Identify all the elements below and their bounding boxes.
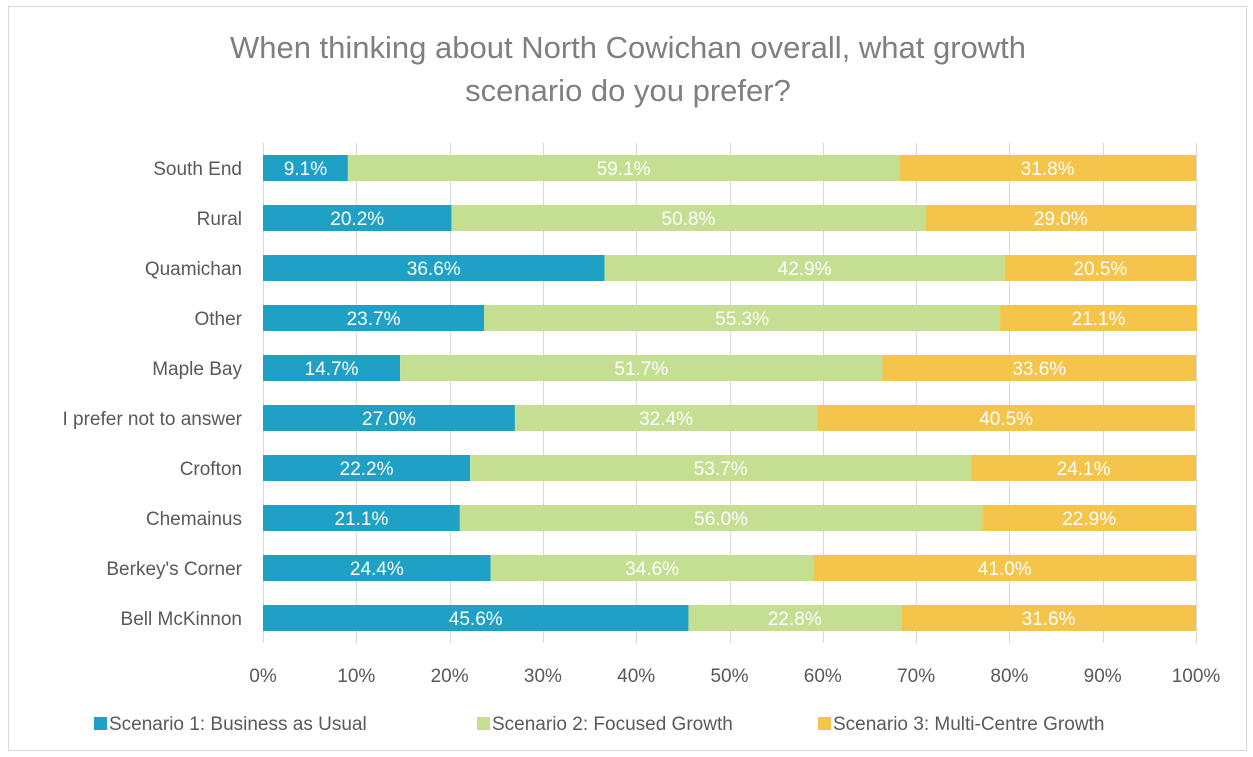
bar-segment	[263, 255, 605, 281]
bar-segment	[490, 555, 814, 581]
bar-segment	[899, 155, 1196, 181]
bar-segment	[263, 405, 515, 431]
data-label: 22.9%	[1062, 509, 1116, 530]
category-label: I prefer not to answer	[62, 409, 242, 430]
category-label: Crofton	[180, 459, 242, 480]
bar-segment	[263, 355, 401, 381]
bar-segment	[817, 405, 1196, 431]
category-label: Quamichan	[145, 259, 242, 280]
legend: Scenario 1: Business as Usual Scenario 2:…	[94, 714, 1104, 735]
category-label: Bell McKinnon	[121, 609, 242, 630]
x-tick-label: 50%	[710, 666, 748, 687]
x-tick-label: 60%	[804, 666, 842, 687]
chart-title: When thinking about North Cowichan overa…	[230, 30, 1026, 108]
data-label: 21.1%	[1072, 309, 1126, 330]
chart-title-line: When thinking about North Cowichan overa…	[230, 30, 1026, 65]
bar-segment	[982, 505, 1196, 531]
data-label: 9.1%	[284, 159, 327, 180]
x-tick-label: 100%	[1172, 666, 1221, 687]
data-label: 23.7%	[347, 309, 401, 330]
data-label: 36.6%	[407, 259, 461, 280]
x-axis-ticks: 0% 10% 20% 30% 40% 50% 60% 70% 80% 90% 100%	[249, 666, 1220, 687]
legend-swatch	[94, 717, 107, 730]
data-label: 24.1%	[1057, 459, 1111, 480]
bar-segment	[901, 605, 1196, 631]
category-label: Other	[194, 309, 242, 330]
category-label: Chemainus	[146, 509, 242, 530]
bar-segment	[925, 205, 1196, 231]
data-label: 32.4%	[639, 409, 693, 430]
data-label: 40.5%	[979, 409, 1033, 430]
data-label: 56.0%	[694, 509, 748, 530]
bar-segment	[400, 355, 883, 381]
bar-segment	[347, 155, 900, 181]
bar-segment	[1004, 255, 1196, 281]
data-label: 29.0%	[1034, 209, 1088, 230]
data-label: 53.7%	[694, 459, 748, 480]
bar-segment	[263, 605, 689, 631]
bar-segment	[459, 505, 983, 531]
data-label: 50.8%	[662, 209, 716, 230]
data-label: 14.7%	[305, 359, 359, 380]
chart-title-line: scenario do you prefer?	[465, 73, 791, 108]
data-label: 22.8%	[768, 609, 822, 630]
x-tick-label: 90%	[1084, 666, 1122, 687]
x-tick-label: 0%	[249, 666, 277, 687]
legend-swatch	[818, 717, 831, 730]
data-label: 21.1%	[334, 509, 388, 530]
data-label: 33.6%	[1012, 359, 1066, 380]
data-label: 22.2%	[340, 459, 394, 480]
data-label: 51.7%	[614, 359, 668, 380]
category-label: Berkey's Corner	[106, 559, 242, 580]
data-label: 59.1%	[597, 159, 651, 180]
bar-segment	[688, 605, 902, 631]
bars	[263, 155, 1197, 631]
bar-segment	[971, 455, 1196, 481]
category-label: Rural	[197, 209, 242, 230]
legend-label: Scenario 3: Multi-Centre Growth	[833, 714, 1104, 735]
x-tick-label: 40%	[617, 666, 655, 687]
bar-segment	[263, 205, 452, 231]
x-tick-label: 80%	[990, 666, 1028, 687]
legend-label: Scenario 2: Focused Growth	[492, 714, 733, 735]
x-tick-label: 10%	[337, 666, 375, 687]
bar-segment	[514, 405, 818, 431]
legend-swatch	[477, 717, 490, 730]
data-label: 20.5%	[1073, 259, 1127, 280]
bar-segment	[604, 255, 1005, 281]
x-tick-label: 30%	[524, 666, 562, 687]
bar-segment	[813, 555, 1196, 581]
data-label: 31.6%	[1022, 609, 1076, 630]
bar-segment	[263, 555, 491, 581]
bar-segment	[263, 155, 348, 181]
category-labels: South End Rural Quamichan Other Maple Bay I p…	[62, 159, 242, 630]
data-label: 34.6%	[625, 559, 679, 580]
x-tick-label: 70%	[897, 666, 935, 687]
data-label: 27.0%	[362, 409, 416, 430]
bar-segment	[451, 205, 926, 231]
category-label: Maple Bay	[152, 359, 242, 380]
bar-segment	[470, 455, 972, 481]
bar-segment	[484, 305, 1001, 331]
data-label: 20.2%	[330, 209, 384, 230]
data-label: 24.4%	[350, 559, 404, 580]
bar-segment	[263, 305, 485, 331]
legend-label: Scenario 1: Business as Usual	[109, 714, 367, 735]
category-label: South End	[153, 159, 242, 180]
bar-segment	[263, 455, 471, 481]
data-label: 42.9%	[778, 259, 832, 280]
bar-segment	[882, 355, 1196, 381]
data-label: 45.6%	[449, 609, 503, 630]
bar-segment	[1000, 305, 1197, 331]
bar-segment	[263, 505, 460, 531]
data-label: 41.0%	[978, 559, 1032, 580]
data-label: 55.3%	[715, 309, 769, 330]
data-label: 31.8%	[1021, 159, 1075, 180]
x-tick-label: 20%	[431, 666, 469, 687]
data-labels: 9.1% 59.1% 31.8% 20.2% 50.8% 29.0% 36.6% 42.9% 2…	[284, 159, 1128, 630]
